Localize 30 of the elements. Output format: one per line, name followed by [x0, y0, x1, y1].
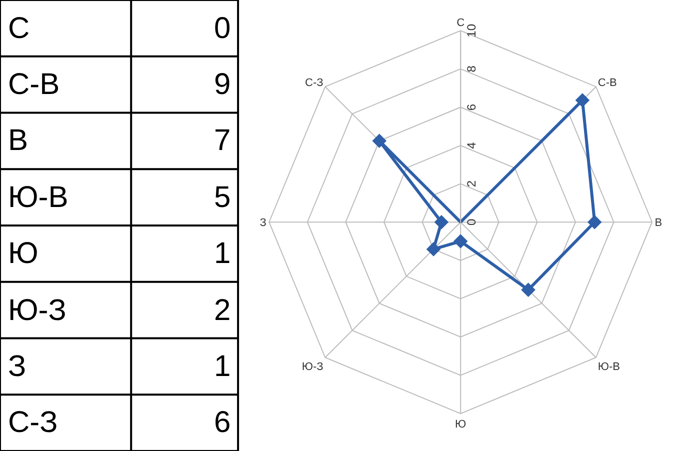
spoke-label: С-З — [305, 76, 324, 89]
text: 0 — [214, 12, 231, 45]
text: 1 — [214, 350, 231, 383]
text: 1 — [214, 237, 231, 270]
y-tick-label: 8 — [464, 65, 478, 72]
y-tick-label: 0 — [464, 218, 478, 226]
spoke-label: З — [260, 216, 267, 229]
category-label: З — [8, 350, 26, 383]
y-tick-label: 2 — [464, 180, 478, 188]
text: 7 — [214, 124, 231, 157]
text: 5 — [214, 181, 231, 214]
spoke-label: С — [456, 16, 465, 29]
spoke-label: Ю-З — [302, 360, 324, 373]
y-tick-label: 10 — [464, 24, 478, 38]
text: 9 — [214, 68, 231, 101]
spoke-label: Ю — [455, 418, 466, 430]
spoke-label: В — [654, 216, 662, 229]
y-tick-label: 6 — [464, 104, 478, 111]
category-label: В — [8, 124, 28, 157]
text: 2 — [214, 294, 231, 327]
y-tick-label: 4 — [464, 142, 478, 149]
category-label: Ю-В — [8, 181, 68, 214]
category-label: Ю — [8, 237, 38, 270]
category-label: С — [8, 12, 30, 45]
category-label: С-В — [8, 68, 60, 101]
spoke-label: Ю-В — [598, 360, 620, 373]
category-label: С-З — [8, 406, 58, 439]
category-label: Ю-З — [8, 294, 66, 327]
text: 6 — [214, 406, 231, 439]
spoke-label: С-В — [598, 76, 617, 89]
